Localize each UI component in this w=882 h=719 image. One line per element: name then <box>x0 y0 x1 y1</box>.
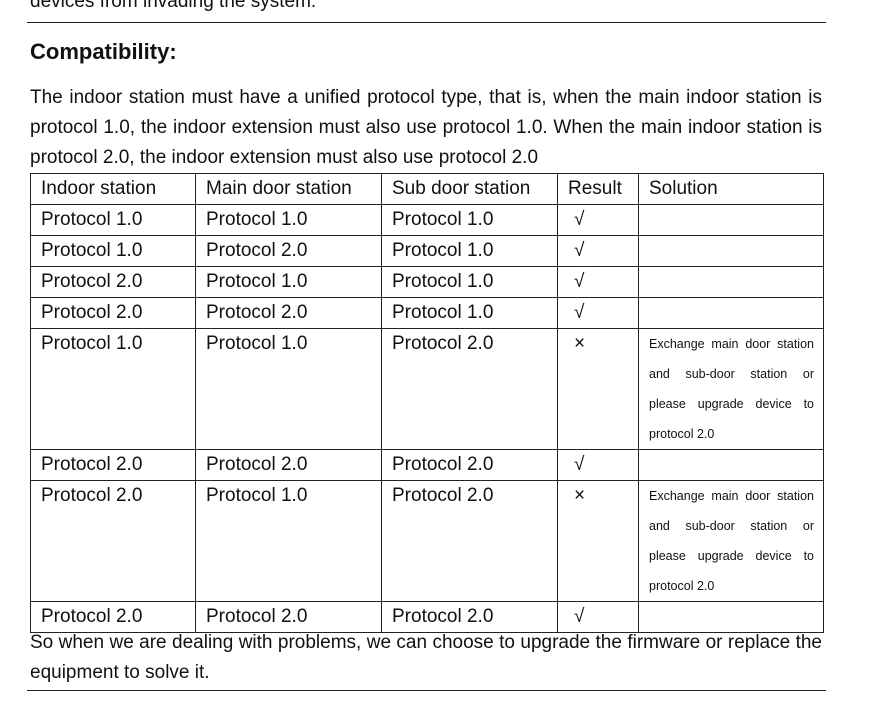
table-row: Protocol 1.0 Protocol 1.0 Protocol 2.0 × Exc… <box>30 328 824 450</box>
cell-main-door: Protocol 1.0 <box>195 266 382 298</box>
cell-solution <box>638 204 824 236</box>
header-main-door: Main door station <box>195 173 382 205</box>
cell-solution: Exchange main door station and sub-door … <box>638 480 824 602</box>
conclusion-paragraph: So when we are dealing with problems, we… <box>30 632 822 683</box>
previous-paragraph: devices from invading the system. <box>30 0 317 12</box>
cell-indoor: Protocol 2.0 <box>30 449 196 481</box>
cell-solution <box>638 235 824 267</box>
cell-main-door: Protocol 2.0 <box>195 235 382 267</box>
header-indoor: Indoor station <box>30 173 196 205</box>
cell-indoor: Protocol 1.0 <box>30 328 196 450</box>
cell-main-door: Protocol 1.0 <box>195 480 382 602</box>
divider <box>27 690 826 691</box>
cell-indoor: Protocol 2.0 <box>30 480 196 602</box>
compatibility-table: Indoor station Main door station Sub doo… <box>30 173 824 633</box>
cell-main-door: Protocol 1.0 <box>195 328 382 450</box>
cell-solution <box>638 297 824 329</box>
cell-solution <box>638 266 824 298</box>
table-row: Protocol 2.0 Protocol 2.0 Protocol 1.0 √ <box>30 297 824 329</box>
cell-sub-door: Protocol 2.0 <box>381 449 558 481</box>
table-row: Protocol 2.0 Protocol 1.0 Protocol 1.0 √ <box>30 266 824 298</box>
cell-indoor: Protocol 2.0 <box>30 266 196 298</box>
header-result: Result <box>557 173 639 205</box>
cell-main-door: Protocol 1.0 <box>195 204 382 236</box>
cell-sub-door: Protocol 2.0 <box>381 480 558 602</box>
cell-result: √ <box>557 297 639 329</box>
cell-sub-door: Protocol 1.0 <box>381 204 558 236</box>
cell-result: √ <box>557 204 639 236</box>
intro-paragraph: The indoor station must have a unified p… <box>30 87 822 168</box>
cell-indoor: Protocol 1.0 <box>30 235 196 267</box>
cell-solution <box>638 449 824 481</box>
table-row: Protocol 1.0 Protocol 2.0 Protocol 1.0 √ <box>30 235 824 267</box>
header-sub-door: Sub door station <box>381 173 558 205</box>
table-row: Protocol 1.0 Protocol 1.0 Protocol 1.0 √ <box>30 204 824 236</box>
divider <box>27 22 826 23</box>
cell-indoor: Protocol 2.0 <box>30 601 196 633</box>
cell-solution <box>638 601 824 633</box>
cell-result: √ <box>557 266 639 298</box>
cell-result: √ <box>557 235 639 267</box>
cell-sub-door: Protocol 1.0 <box>381 297 558 329</box>
cell-result: × <box>557 328 639 450</box>
cell-sub-door: Protocol 1.0 <box>381 266 558 298</box>
cell-indoor: Protocol 2.0 <box>30 297 196 329</box>
cell-indoor: Protocol 1.0 <box>30 204 196 236</box>
cell-main-door: Protocol 2.0 <box>195 449 382 481</box>
cell-main-door: Protocol 2.0 <box>195 601 382 633</box>
cell-sub-door: Protocol 1.0 <box>381 235 558 267</box>
table-row: Protocol 2.0 Protocol 2.0 Protocol 2.0 √ <box>30 449 824 481</box>
cell-sub-door: Protocol 2.0 <box>381 328 558 450</box>
cell-main-door: Protocol 2.0 <box>195 297 382 329</box>
cell-result: √ <box>557 449 639 481</box>
table-row: Protocol 2.0 Protocol 1.0 Protocol 2.0 × Exc… <box>30 480 824 602</box>
table-header-row: Indoor station Main door station Sub doo… <box>30 173 824 205</box>
cell-solution: Exchange main door station and sub-door … <box>638 328 824 450</box>
cell-result: √ <box>557 601 639 633</box>
header-solution: Solution <box>638 173 824 205</box>
table-row: Protocol 2.0 Protocol 2.0 Protocol 2.0 √ <box>30 601 824 633</box>
cell-result: × <box>557 480 639 602</box>
section-heading: Compatibility: <box>30 39 177 64</box>
